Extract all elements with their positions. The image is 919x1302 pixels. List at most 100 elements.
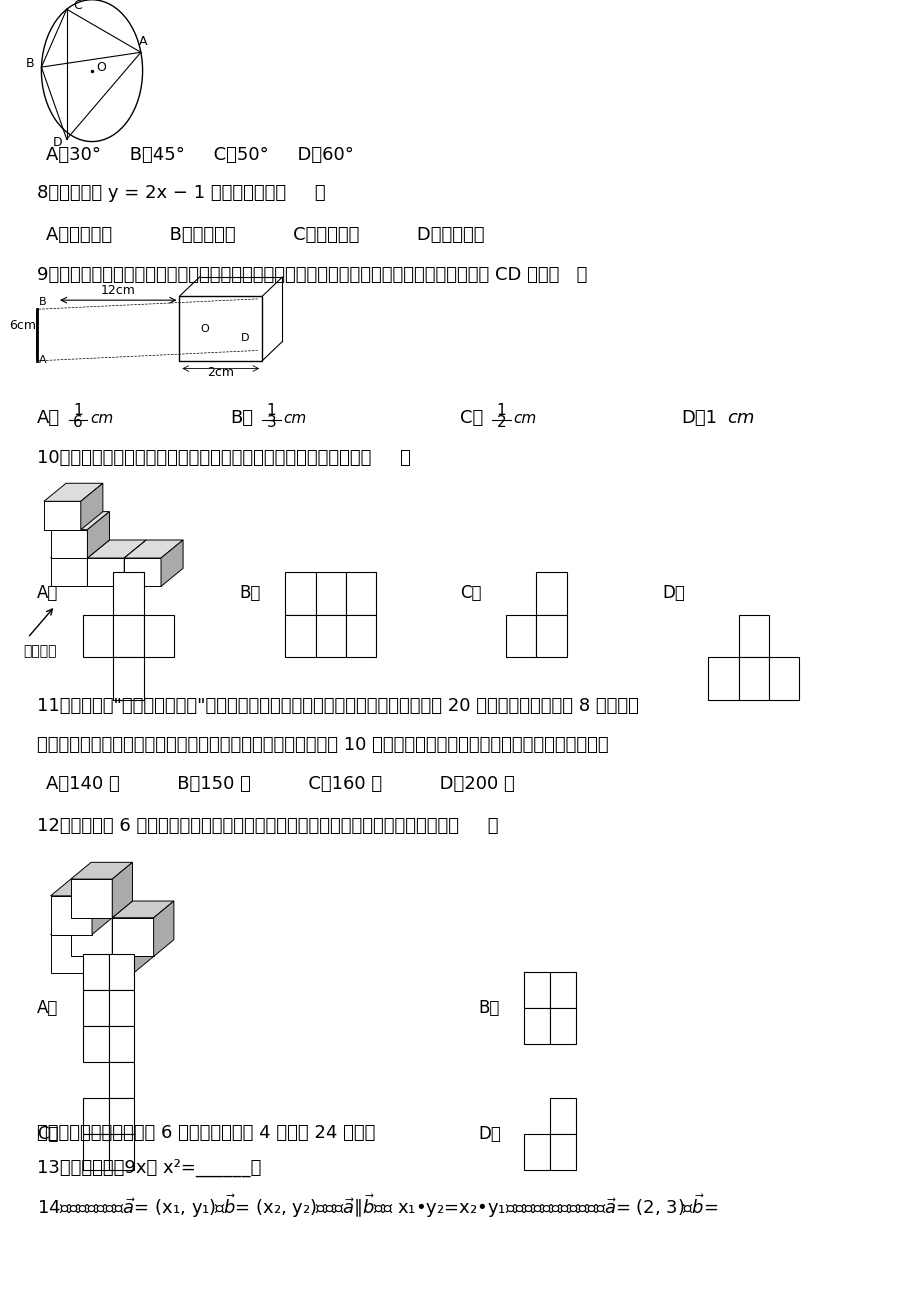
Text: 14．阅读材料：设$\vec{a}$= (x₁, y₁)，$\vec{b}$= (x₂, y₂)，如果$\vec{a}$∥$\vec{b}$，则 x₁•y₂=x: 14．阅读材料：设$\vec{a}$= (x₁, y₁)，$\vec{b}$= … xyxy=(37,1193,718,1220)
Polygon shape xyxy=(92,935,133,973)
Polygon shape xyxy=(124,559,161,586)
Text: A．第一象限          B．第二象限          C．第三象限          D．第四象限: A．第一象限 B．第二象限 C．第三象限 D．第四象限 xyxy=(46,225,484,243)
Polygon shape xyxy=(51,540,109,559)
Bar xyxy=(738,658,768,700)
Polygon shape xyxy=(71,862,132,879)
Polygon shape xyxy=(51,896,92,935)
Bar xyxy=(108,1134,134,1170)
Bar xyxy=(108,1026,134,1062)
Text: A: A xyxy=(39,355,46,366)
Text: 12．如图是由 6 个完全相同的小长方体组成的立体图形，这个立体图形的左视图是（     ）: 12．如图是由 6 个完全相同的小长方体组成的立体图形，这个立体图形的左视图是（… xyxy=(37,818,498,836)
Text: O: O xyxy=(96,61,106,74)
Text: D: D xyxy=(52,135,62,148)
Text: A．30°     B．45°     C．50°     D．60°: A．30° B．45° C．50° D．60° xyxy=(46,146,354,164)
Text: B．: B． xyxy=(239,585,260,603)
Text: 二、填空题：（本大题共 6 个小题，每小题 4 分，共 24 分。）: 二、填空题：（本大题共 6 个小题，每小题 4 分，共 24 分。） xyxy=(37,1124,375,1142)
Text: 3: 3 xyxy=(267,414,276,430)
Text: C．: C． xyxy=(37,1125,58,1143)
Polygon shape xyxy=(153,901,174,957)
Bar xyxy=(550,971,575,1008)
Polygon shape xyxy=(51,935,92,973)
Text: cm: cm xyxy=(90,410,113,426)
Text: A: A xyxy=(139,35,147,48)
Polygon shape xyxy=(51,530,87,559)
Bar xyxy=(113,658,143,700)
Bar xyxy=(285,572,315,615)
Text: 1: 1 xyxy=(74,402,83,418)
Polygon shape xyxy=(87,559,124,586)
Polygon shape xyxy=(44,483,103,501)
Text: D．1: D．1 xyxy=(680,409,716,427)
Text: cm: cm xyxy=(513,410,536,426)
Bar xyxy=(108,990,134,1026)
Text: 13．因式分解：9x－ x²=______．: 13．因式分解：9x－ x²=______． xyxy=(37,1159,261,1177)
Polygon shape xyxy=(124,540,183,559)
Bar xyxy=(83,954,108,990)
Bar xyxy=(550,1134,575,1170)
Text: 9．如图所示是小孔成像原理的示意图，根据图中所标注的尺寸，求出这支蜡烛在暗盒中所成像 CD 的长（   ）: 9．如图所示是小孔成像原理的示意图，根据图中所标注的尺寸，求出这支蜡烛在暗盒中所… xyxy=(37,266,586,284)
Text: A．: A． xyxy=(37,999,58,1017)
Polygon shape xyxy=(92,879,112,935)
Polygon shape xyxy=(51,512,109,530)
Text: B．: B． xyxy=(478,999,499,1017)
Text: 2: 2 xyxy=(496,414,505,430)
Text: 1: 1 xyxy=(267,402,276,418)
Bar xyxy=(346,572,376,615)
Bar xyxy=(550,1099,575,1134)
Text: 10．如图是由五个相同的小立方块搭成的几何体，则它的俯视图是（     ）: 10．如图是由五个相同的小立方块搭成的几何体，则它的俯视图是（ ） xyxy=(37,449,410,466)
Text: D．: D． xyxy=(478,1125,501,1143)
Bar xyxy=(113,572,143,615)
Text: C: C xyxy=(74,0,82,12)
Text: D: D xyxy=(241,333,249,344)
Bar xyxy=(315,615,346,658)
Text: 11．为了配合"我读书，我快乐"读书节活动，某书店推出一种优惠卡，每张卡售价 20 元，凭卡购书可享受 8 折优惠，: 11．为了配合"我读书，我快乐"读书节活动，某书店推出一种优惠卡，每张卡售价 2… xyxy=(37,698,638,716)
Text: B: B xyxy=(39,297,46,307)
Polygon shape xyxy=(51,918,112,935)
Bar xyxy=(524,1008,550,1044)
Bar xyxy=(346,615,376,658)
Bar xyxy=(536,572,566,615)
Polygon shape xyxy=(92,918,112,973)
Polygon shape xyxy=(44,501,81,530)
Bar xyxy=(113,615,143,658)
Bar xyxy=(550,1008,575,1044)
Text: 12cm: 12cm xyxy=(100,284,135,297)
Bar xyxy=(285,615,315,658)
Polygon shape xyxy=(124,540,146,586)
Polygon shape xyxy=(112,901,174,918)
Text: C．: C． xyxy=(460,409,482,427)
Text: A．: A． xyxy=(37,585,58,603)
Text: 主视方向: 主视方向 xyxy=(23,643,56,658)
Polygon shape xyxy=(87,540,146,559)
Text: 8．一次函数 y = 2x − 1 的图象不经过（     ）: 8．一次函数 y = 2x − 1 的图象不经过（ ） xyxy=(37,185,325,202)
Bar xyxy=(505,615,536,658)
Polygon shape xyxy=(51,879,112,896)
Polygon shape xyxy=(87,512,109,559)
Text: B．: B． xyxy=(230,409,253,427)
Polygon shape xyxy=(112,901,132,957)
Polygon shape xyxy=(133,918,153,973)
Text: B: B xyxy=(26,57,35,70)
Text: 2cm: 2cm xyxy=(207,366,234,379)
Text: D．: D． xyxy=(662,585,685,603)
Bar xyxy=(179,297,262,361)
Bar xyxy=(83,1099,108,1134)
Polygon shape xyxy=(51,559,87,586)
Text: 1: 1 xyxy=(496,402,505,418)
Text: A．140 元          B．150 元          C．160 元          D．200 元: A．140 元 B．150 元 C．160 元 D．200 元 xyxy=(46,775,515,793)
Text: cm: cm xyxy=(283,410,306,426)
Text: C．: C． xyxy=(460,585,481,603)
Bar xyxy=(536,615,566,658)
Bar xyxy=(143,615,174,658)
Bar xyxy=(108,1062,134,1099)
Bar xyxy=(315,572,346,615)
Bar xyxy=(524,971,550,1008)
Bar xyxy=(768,658,799,700)
Polygon shape xyxy=(71,879,112,918)
Text: 小慧同学到该书店购书，她先买优惠卡再凭卡付款，结果节省了 10 元，若此次小慧同学不买卡直接购书，则她需付款: 小慧同学到该书店购书，她先买优惠卡再凭卡付款，结果节省了 10 元，若此次小慧同… xyxy=(37,736,607,754)
Text: 6: 6 xyxy=(74,414,83,430)
Polygon shape xyxy=(161,540,183,586)
Bar xyxy=(83,1026,108,1062)
Bar xyxy=(708,658,738,700)
Bar xyxy=(83,1134,108,1170)
